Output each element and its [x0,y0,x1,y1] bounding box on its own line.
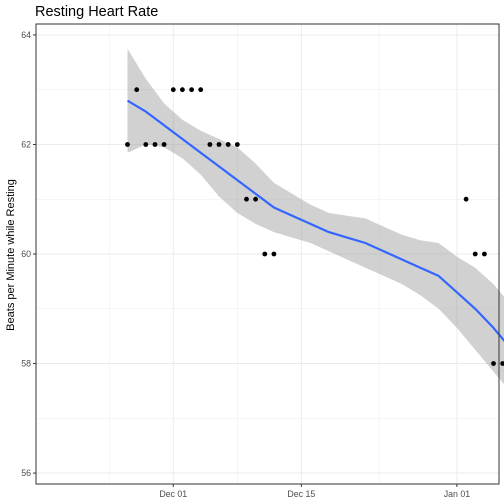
data-point [234,142,240,147]
data-point [152,142,158,147]
data-point [472,251,478,257]
data-point [253,196,258,202]
data-point [198,87,204,93]
plot-panel [35,23,504,485]
data-point [482,251,487,257]
data-point [180,87,185,93]
data-point [500,361,504,366]
data-point [125,142,130,147]
data-point [161,142,167,147]
data-point [491,361,496,366]
y-tick-label: 56 [21,468,31,478]
x-tick-label: Dec 15 [287,489,315,499]
chart-title: Resting Heart Rate [35,4,158,20]
data-point [262,251,268,257]
data-point [271,251,277,257]
data-point [143,142,149,147]
data-point [244,196,249,202]
confidence-band [127,48,504,385]
y-axis-title: Beats per Minute while Resting [5,179,17,331]
y-tick-label: 62 [21,139,31,149]
y-axis: 56 58 60 62 64 [21,30,36,478]
data-point [134,87,140,93]
y-tick-label: 60 [21,249,31,259]
data-point [207,142,213,147]
x-tick-label: Jan 01 [444,489,471,499]
data-point [216,142,222,147]
y-tick-label: 58 [21,359,31,369]
x-tick-label: Dec 01 [159,489,187,499]
smooth-line [126,99,504,343]
data-point [170,87,176,93]
data-point [189,87,195,93]
data-point [225,142,231,147]
data-point [463,196,469,202]
y-tick-label: 64 [21,30,31,40]
